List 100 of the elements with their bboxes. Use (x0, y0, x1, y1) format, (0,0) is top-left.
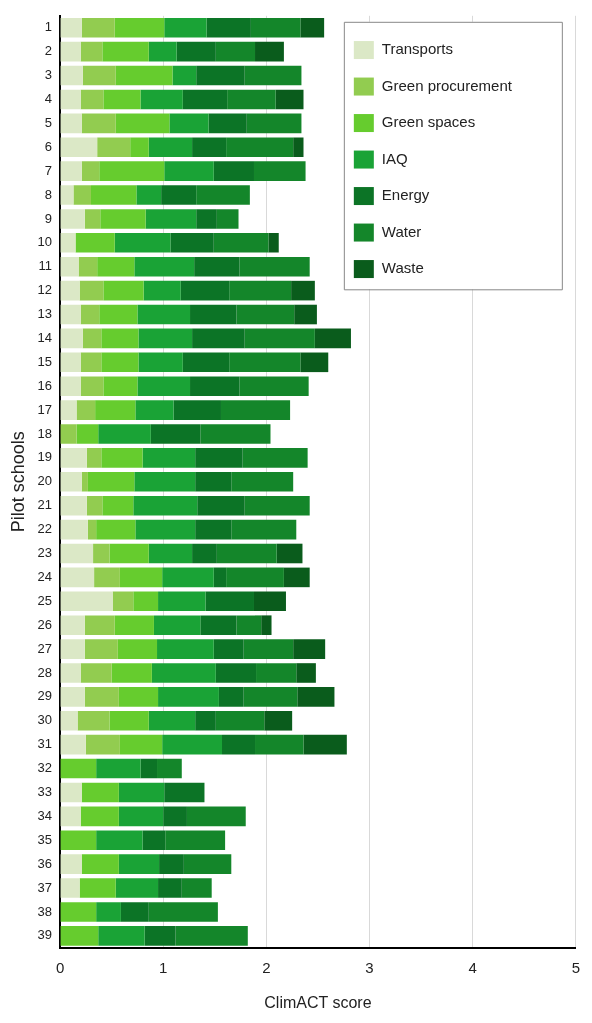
bar (82, 328, 102, 349)
y-tick-label: 38 (37, 903, 53, 919)
bar (157, 758, 182, 779)
bar (243, 639, 294, 659)
bar (60, 519, 88, 540)
bar (138, 352, 183, 373)
bar (103, 280, 144, 301)
bar (137, 376, 191, 397)
legend-label: Energy (381, 186, 430, 204)
y-tick-label: 31 (37, 736, 53, 752)
bar (148, 137, 193, 158)
bar (243, 687, 298, 707)
bar (255, 41, 284, 62)
bar (98, 424, 151, 444)
bar (144, 926, 176, 946)
bar (158, 591, 206, 612)
y-tick-label: 35 (37, 831, 53, 847)
bar (60, 41, 81, 62)
y-tick-label: 17 (37, 401, 53, 417)
y-tick-label: 8 (44, 186, 53, 202)
bar (297, 687, 335, 707)
bar (60, 567, 95, 588)
bar (256, 663, 297, 683)
bar (182, 352, 230, 373)
bar (96, 519, 136, 540)
bar (81, 113, 116, 134)
bar (112, 591, 134, 612)
bar (300, 17, 325, 38)
bar (151, 663, 216, 683)
bar (76, 424, 99, 444)
y-axis-title: Pilot schools (7, 431, 28, 533)
bar (81, 17, 115, 38)
bar (300, 352, 329, 373)
bar (97, 137, 131, 158)
x-tick-label: 1 (159, 958, 168, 976)
bar (60, 854, 82, 874)
bar (60, 687, 85, 707)
bar (81, 161, 100, 181)
bar (87, 472, 135, 492)
bar (164, 782, 205, 803)
bar (80, 663, 112, 683)
bar (194, 256, 240, 277)
bar (60, 304, 81, 325)
y-tick-label: 6 (44, 138, 53, 154)
bar (246, 113, 302, 134)
y-tick-label: 23 (37, 545, 53, 561)
bar (84, 687, 119, 707)
bar (101, 448, 143, 468)
bar (60, 352, 81, 373)
bar (60, 280, 80, 301)
bar (79, 878, 116, 898)
bar (293, 137, 304, 158)
bar (314, 328, 351, 349)
bar (236, 304, 295, 325)
bar (293, 639, 326, 659)
bar (60, 209, 85, 229)
bar (115, 65, 173, 86)
bar (215, 41, 256, 62)
bar (213, 161, 254, 181)
y-tick-label: 9 (44, 210, 53, 226)
bar (244, 495, 310, 516)
bar (148, 902, 218, 922)
bar (192, 328, 245, 349)
bar (60, 878, 80, 898)
bar (102, 495, 134, 516)
bar (60, 328, 83, 349)
bar (180, 280, 230, 301)
bar (60, 89, 81, 110)
bar (161, 185, 197, 205)
bar (283, 567, 310, 588)
bar (253, 161, 306, 181)
bar (60, 830, 97, 851)
bar (114, 615, 154, 635)
legend-label: Green spaces (381, 113, 476, 131)
bar (135, 400, 174, 420)
bar (229, 280, 292, 301)
bar (80, 304, 100, 325)
bar (60, 926, 99, 946)
bar (111, 663, 152, 683)
bar (192, 543, 217, 564)
y-tick-label: 7 (44, 162, 53, 178)
bar (190, 304, 237, 325)
bar (60, 591, 113, 612)
bar (99, 161, 165, 181)
bar (158, 687, 219, 707)
bar (169, 113, 209, 134)
legend-label: Transports (381, 40, 453, 58)
bar (60, 17, 82, 38)
bar (86, 448, 102, 468)
bar (115, 113, 170, 134)
bar (76, 400, 96, 420)
bar (60, 185, 74, 205)
y-tick-label: 13 (37, 306, 53, 322)
y-tick-label: 39 (37, 927, 53, 943)
bar (226, 567, 284, 588)
bar (114, 17, 165, 38)
bar (268, 233, 279, 253)
bar (236, 615, 262, 635)
bar (296, 663, 316, 683)
bar (181, 878, 212, 898)
